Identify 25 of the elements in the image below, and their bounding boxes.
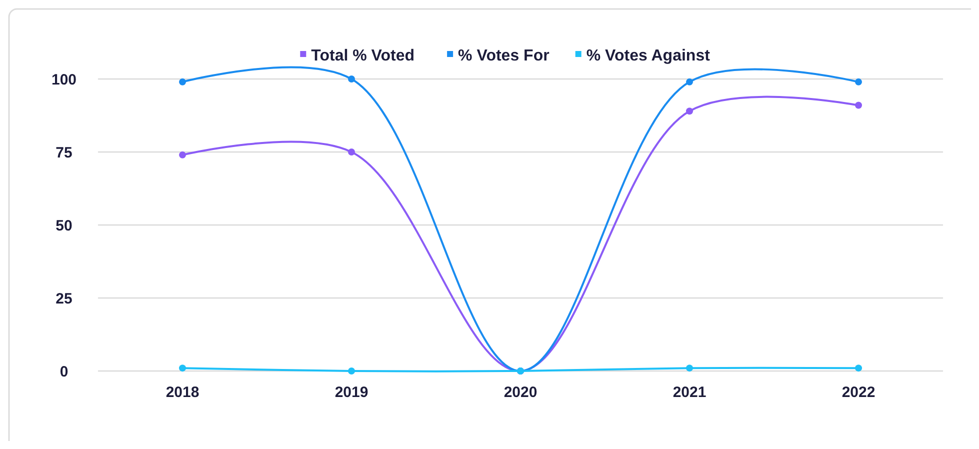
point [179, 151, 186, 158]
x-tick-label: 2020 [504, 384, 538, 401]
x-tick-label: 2019 [334, 384, 368, 401]
point [348, 76, 355, 82]
point [686, 364, 693, 372]
y-tick-label: 100 [51, 71, 77, 88]
point [855, 364, 862, 372]
point [686, 108, 693, 115]
y-tick-label: 75 [56, 144, 72, 162]
y-tick-label: 50 [56, 217, 72, 234]
y-tick-label: 25 [56, 290, 72, 308]
point [179, 78, 186, 86]
x-tick-label: 2021 [672, 384, 706, 401]
y-tick-label: 0 [60, 363, 68, 380]
legend-label: Total % Voted [311, 48, 415, 65]
point [348, 368, 355, 374]
x-tick-label: 2018 [166, 384, 200, 401]
point [855, 78, 862, 86]
legend-label: % Votes For [458, 48, 550, 65]
point [855, 102, 862, 109]
point [686, 78, 693, 86]
point [179, 364, 186, 372]
x-tick-label: 2022 [842, 384, 876, 401]
point [348, 148, 355, 156]
legend-label: % Votes Against [586, 48, 711, 65]
